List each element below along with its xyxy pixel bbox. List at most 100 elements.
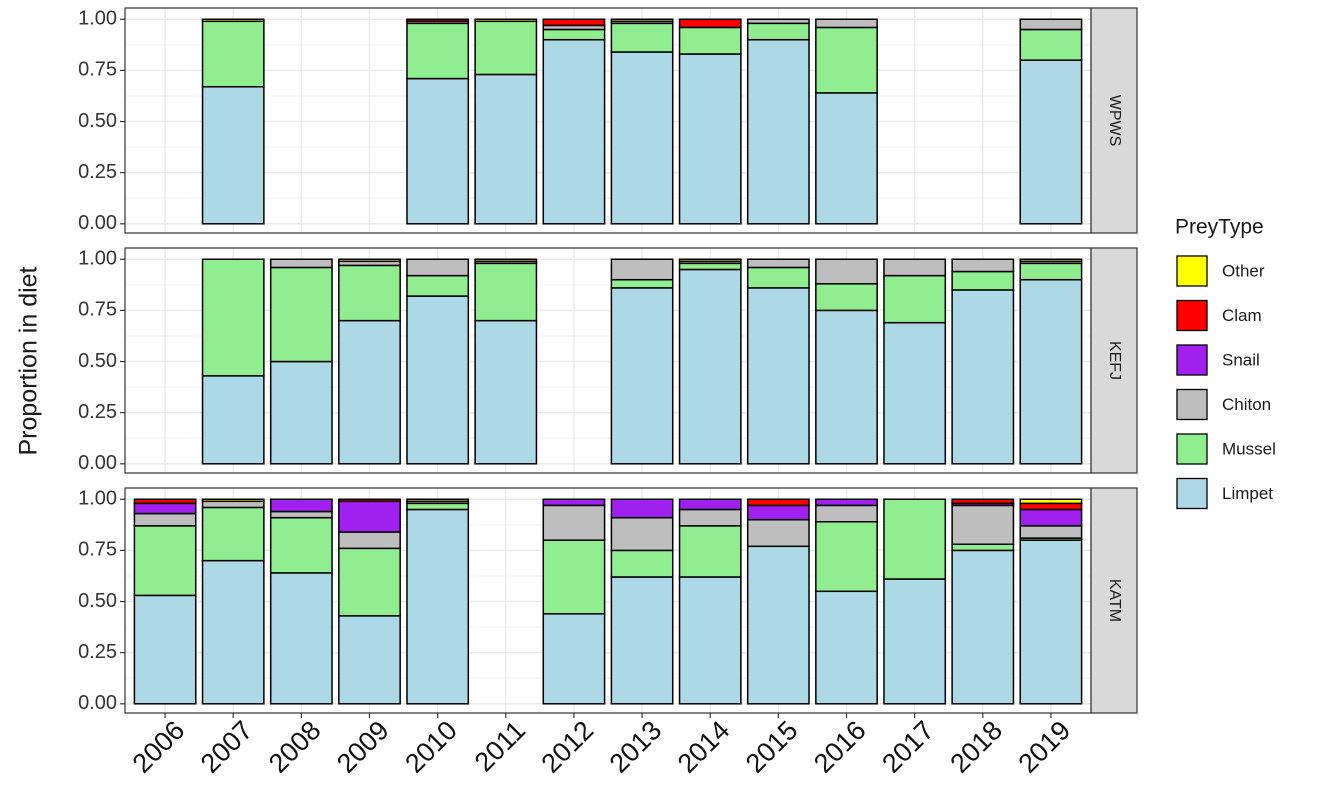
bar-segment — [610, 498, 674, 519]
panel-background — [125, 248, 1091, 473]
bar-segment — [201, 375, 265, 465]
x-tick-label: 2007 — [195, 715, 259, 779]
bar-segment — [1019, 498, 1083, 505]
y-tick-label: 0.75 — [78, 59, 117, 81]
bar-segment — [201, 18, 265, 23]
x-tick-label: 2006 — [127, 715, 191, 779]
bar-segment — [678, 576, 742, 705]
bar-segment — [201, 20, 265, 88]
bar-segment — [542, 613, 606, 705]
bar-segment — [746, 18, 810, 25]
bar-segment — [610, 576, 674, 705]
bar-segment — [746, 545, 810, 705]
bar-segment — [678, 498, 742, 511]
panel-background — [125, 488, 1091, 713]
legend-label: Limpet — [1222, 484, 1273, 503]
bar-segment — [951, 498, 1015, 505]
bar-segment — [474, 319, 538, 465]
bar-segment — [815, 92, 878, 225]
bar-segment — [610, 258, 674, 281]
bar-segment — [201, 500, 265, 509]
bar-segment — [474, 258, 538, 263]
bar-segment — [883, 321, 947, 465]
strip — [1090, 487, 1138, 714]
strip-label: KEFJ — [1106, 341, 1123, 380]
x-tick-label: 2017 — [876, 715, 940, 779]
bar-segment — [678, 258, 742, 263]
bar-segment — [406, 498, 470, 503]
bar-segment — [815, 504, 878, 523]
bar-segment — [1019, 278, 1083, 465]
x-tick-label: 2010 — [399, 715, 463, 779]
strip-label: KATM — [1106, 579, 1123, 622]
bar-segment — [406, 22, 470, 80]
bar-segment — [338, 258, 401, 263]
bar-segment — [1019, 525, 1083, 539]
y-tick-label: 0.25 — [78, 641, 117, 663]
bar-segment — [815, 26, 878, 94]
y-tick-label: 0.75 — [78, 299, 117, 321]
bar-segment — [678, 268, 742, 465]
legend-label: Other — [1222, 261, 1265, 280]
bar-segment — [201, 498, 265, 503]
bar-segment — [338, 531, 401, 550]
bar-segment — [1019, 262, 1083, 281]
bar-segment — [474, 18, 538, 23]
y-tick-label: 1.00 — [78, 488, 117, 510]
bar-segment — [338, 500, 401, 533]
bar-segment — [746, 266, 810, 289]
bar-segment — [678, 18, 742, 29]
bar-segment — [1019, 539, 1083, 705]
bar-segment — [610, 287, 674, 465]
x-tick-label: 2018 — [944, 715, 1008, 779]
bar-segment — [815, 521, 878, 593]
bar-segment — [269, 510, 333, 519]
bar-segment — [746, 38, 810, 225]
bar-segment — [542, 38, 606, 225]
bar-segment — [610, 22, 674, 53]
bar-segment — [815, 258, 878, 285]
bar-segment — [678, 26, 742, 55]
bar-segment — [201, 506, 265, 562]
bar-segment — [1019, 508, 1083, 527]
bar-segment — [746, 22, 810, 41]
legend-label: Clam — [1222, 306, 1262, 325]
bar-segment — [815, 18, 878, 29]
bar-segment — [610, 51, 674, 225]
bar-segment — [338, 264, 401, 322]
x-tick-label: 2012 — [536, 715, 600, 779]
x-tick-label: 2015 — [740, 715, 804, 779]
bar-segment — [1019, 18, 1083, 31]
bar-segment — [746, 518, 810, 548]
bar-segment — [406, 274, 470, 297]
x-tick-label: 2011 — [469, 715, 531, 777]
strip-label: WPWS — [1106, 95, 1123, 147]
bar-segment — [610, 278, 674, 289]
bar-segment — [474, 20, 538, 76]
y-tick-label: 0.75 — [78, 539, 117, 561]
strip — [1090, 7, 1138, 234]
bar-segment — [678, 53, 742, 225]
bar-segment — [542, 504, 606, 541]
x-tick-label: 2013 — [604, 715, 668, 779]
bar-segment — [201, 258, 265, 377]
bar-segment — [269, 572, 333, 705]
bar-segment — [542, 28, 606, 41]
bar-segment — [133, 498, 197, 505]
bar-segment — [678, 525, 742, 578]
y-tick-label: 0.00 — [78, 212, 117, 234]
x-tick-label: 2014 — [672, 715, 736, 779]
bar-segment — [1019, 502, 1083, 511]
bar-segment — [610, 18, 674, 23]
legend-key — [1176, 388, 1208, 421]
bar-segment — [269, 258, 333, 269]
legend-label: Chiton — [1222, 395, 1271, 414]
x-tick-label: 2008 — [263, 715, 327, 779]
legend-label: Mussel — [1222, 439, 1276, 458]
bar-segment — [610, 516, 674, 552]
bar-segment — [815, 309, 878, 465]
legend-key — [1176, 433, 1208, 465]
bar-segment — [1019, 258, 1083, 263]
bar-segment — [951, 504, 1015, 545]
